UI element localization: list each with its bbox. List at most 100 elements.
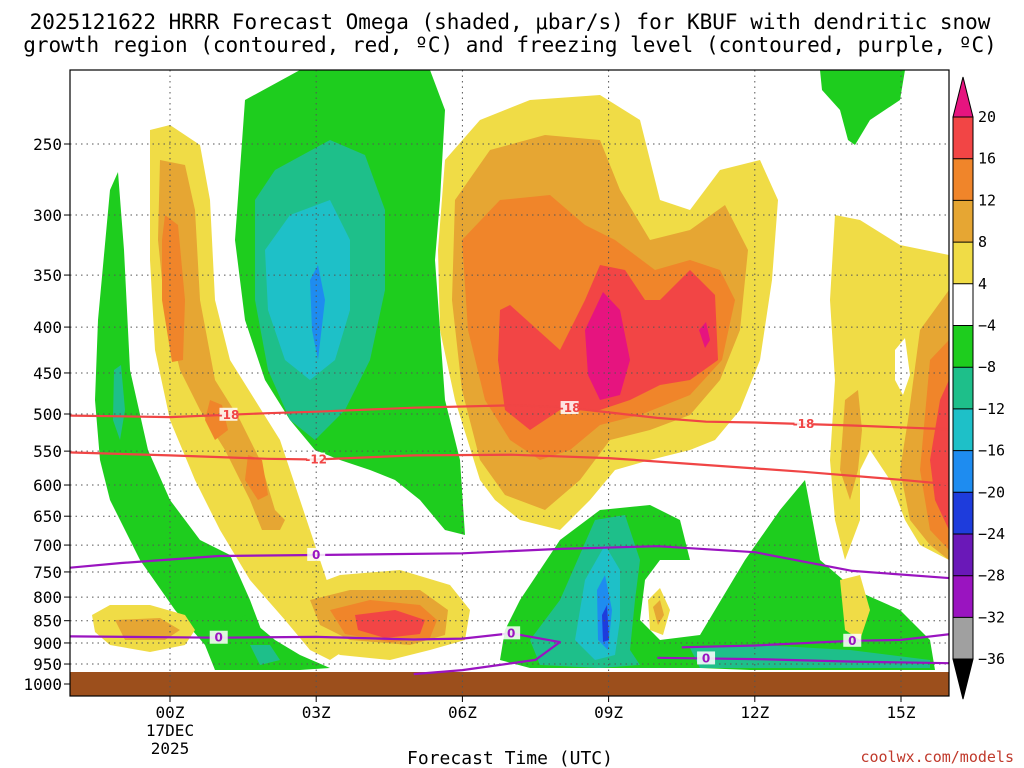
omega-region-pos4-g	[840, 575, 870, 640]
colorbar-bottom-arrow	[952, 658, 974, 700]
colorbar-swatch	[953, 450, 973, 493]
y-tick-label: 650	[33, 507, 62, 526]
y-tick-label: 250	[33, 135, 62, 154]
chart-title-line-1: 2025121622 HRRR Forecast Omega (shaded, …	[30, 10, 991, 34]
colorbar-swatch	[953, 617, 973, 660]
contour-label: -18	[793, 417, 815, 431]
omega-region-pos12-early	[162, 215, 185, 362]
x-date-label-year: 2025	[151, 739, 190, 758]
y-tick-label: 400	[33, 318, 62, 337]
omega-region-pos8-f	[115, 618, 180, 640]
omega-shading	[92, 70, 949, 670]
colorbar-swatch	[953, 408, 973, 451]
chart-title-line-2: growth region (contoured, red, ºC) and f…	[23, 33, 997, 57]
y-tick-label: 500	[33, 405, 62, 424]
colorbar-label: −24	[978, 525, 1005, 543]
contour-label-bg	[794, 416, 813, 430]
x-tick-label: 15Z	[887, 703, 916, 722]
omega-region-pos20	[585, 292, 630, 400]
colorbar-label: 4	[978, 275, 987, 293]
y-tick-label: 300	[33, 206, 62, 225]
y-tick-label: 700	[33, 536, 62, 555]
omega-region-pos16-b	[930, 380, 949, 530]
colorbar-swatch	[953, 283, 973, 326]
omega-region-pos8	[158, 160, 285, 530]
colorbar-label: 16	[978, 150, 996, 168]
colorbar-label: −8	[978, 358, 996, 376]
contour-label-bg	[560, 401, 579, 415]
colorbar-label: −20	[978, 483, 1005, 501]
y-tick-label: 600	[33, 476, 62, 495]
omega-region-pos16-c	[355, 610, 425, 638]
x-tick-label: 00Z	[156, 703, 185, 722]
x-tick-label: 09Z	[594, 703, 623, 722]
contour-freezing-level-2	[70, 545, 949, 580]
omega-region-neg8-c	[820, 70, 905, 145]
contour-label-bg	[697, 651, 716, 665]
colorbar-label: −36	[978, 650, 1005, 668]
contour-label-bg	[502, 626, 521, 640]
colorbar-label: −28	[978, 567, 1005, 585]
x-tick-label: 12Z	[740, 703, 769, 722]
contour-label: -18	[559, 401, 581, 415]
colorbar-swatch	[953, 534, 973, 576]
colorbar-swatch	[953, 575, 973, 618]
contour-label: 0	[507, 626, 515, 640]
ground-surface	[70, 672, 949, 696]
omega-region-neg20	[310, 265, 325, 360]
y-tick-label: 750	[33, 563, 62, 582]
x-tick-label: 03Z	[302, 703, 331, 722]
omega-region-pos8-g	[653, 600, 664, 625]
y-tick-label: 950	[33, 655, 62, 674]
colorbar-label: −32	[978, 608, 1005, 626]
colorbar-swatch	[953, 117, 973, 159]
y-tick-label: 900	[33, 634, 62, 653]
colorbar-label: 12	[978, 191, 996, 209]
omega-region-neg24	[602, 605, 609, 642]
x-tick-label: 06Z	[448, 703, 477, 722]
credit-text: coolwx.com/models	[860, 748, 1014, 766]
omega-region-white-hole	[895, 338, 910, 395]
contour-dgz-1	[70, 451, 949, 486]
x-axis-label: Forecast Time (UTC)	[407, 748, 613, 768]
contour-lines: -18 -18 -18 -12 0 0 0 0 0	[70, 401, 949, 676]
contour-label-bg	[307, 547, 326, 561]
y-tick-label: 450	[33, 364, 62, 383]
contour-label-bg	[843, 633, 862, 647]
plot-area: -18 -18 -18 -12 0 0 0 0 0	[70, 70, 949, 696]
x-date-label-day: 17DEC	[146, 721, 194, 740]
y-tick-label: 800	[33, 588, 62, 607]
contour-label: 0	[312, 548, 320, 562]
y-tick-label: 850	[33, 612, 62, 631]
omega-region-pos20-b	[699, 322, 710, 348]
colorbar-swatch	[953, 325, 973, 368]
colorbar-label: 20	[978, 108, 996, 126]
gridlines	[70, 70, 949, 696]
contour-label: 0	[702, 651, 710, 665]
colorbar-label: −4	[978, 317, 996, 335]
contour-label: -18	[218, 408, 240, 422]
omega-region-neg8-d	[210, 615, 330, 670]
y-axis: 250 300 350 400 450 500 550 600 650 700 750 800 850 9…	[23, 135, 70, 694]
contour-label-bg	[307, 452, 326, 466]
y-tick-label: 350	[33, 266, 62, 285]
plot-frame	[69, 69, 950, 697]
y-tick-label: 1000	[23, 675, 62, 694]
contour-label: -12	[305, 453, 327, 467]
contour-label-bg	[209, 630, 228, 644]
colorbar-swatch	[953, 200, 973, 243]
contour-freezing-level-4	[681, 633, 949, 649]
colorbar-label: 8	[978, 233, 987, 251]
contour-freezing-level-3	[70, 632, 561, 676]
omega-region-pos8-d	[840, 390, 862, 500]
omega-region-pos12-early-c	[245, 455, 268, 500]
colorbar-swatch	[953, 492, 973, 534]
y-tick-label: 550	[33, 442, 62, 461]
colorbar-label: −12	[978, 400, 1005, 418]
colorbar-top-arrow	[952, 76, 974, 118]
colorbar-label: −16	[978, 442, 1005, 460]
contour-label: 0	[215, 631, 223, 645]
colorbar: 20 16 12 8 4 −4 −8 −12 −16 −20 −24 −28 −32 −36	[952, 76, 1005, 700]
